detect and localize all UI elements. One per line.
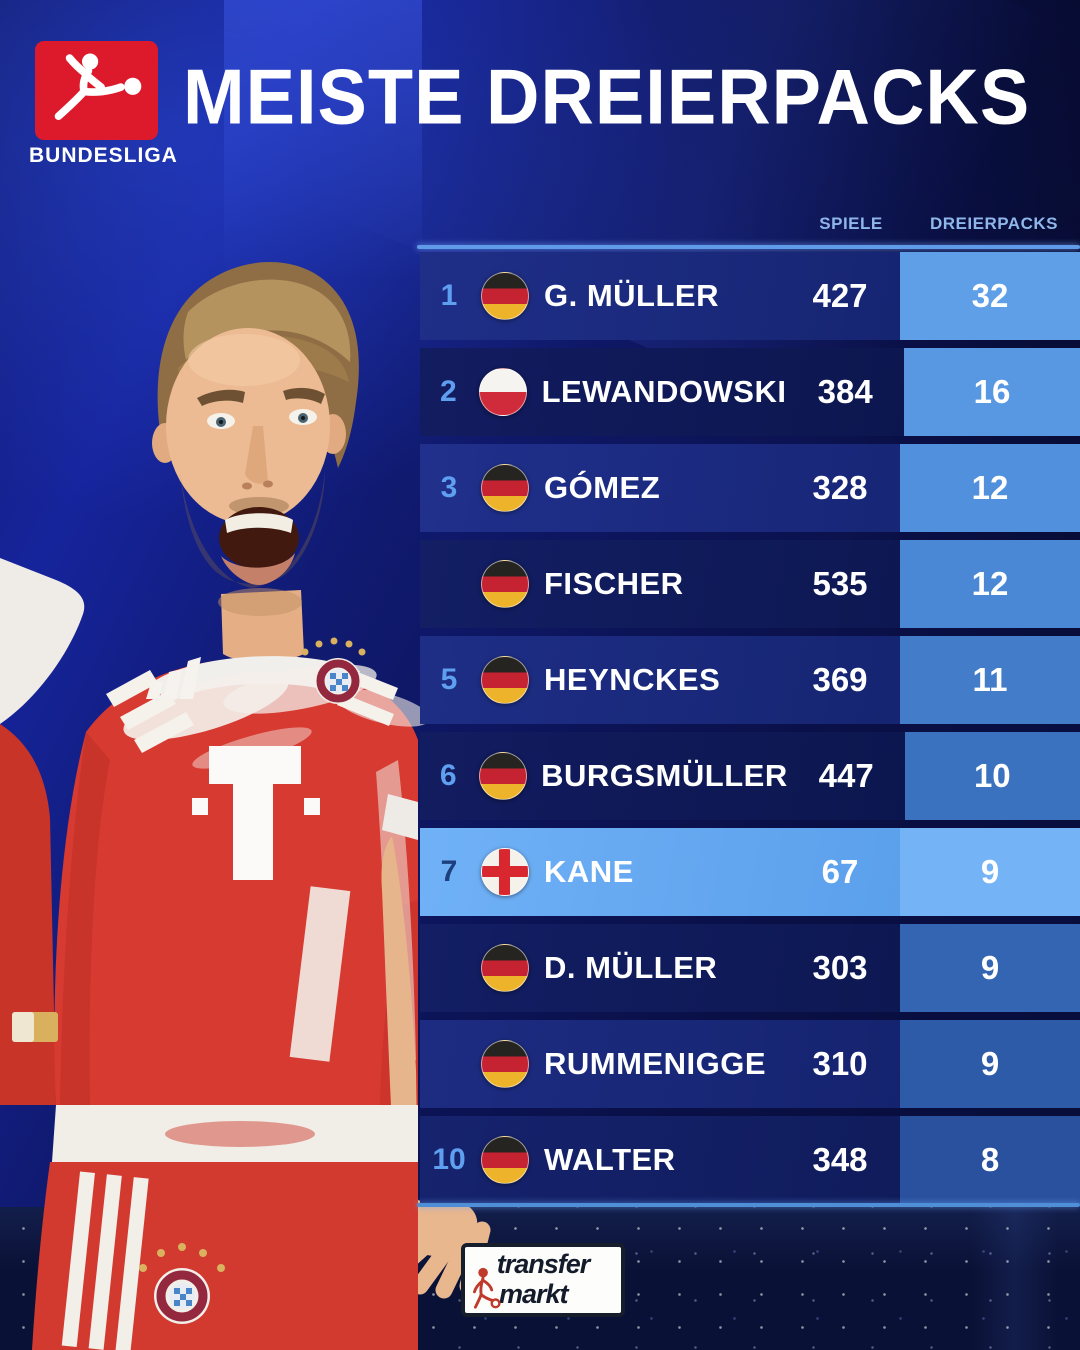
rank-number: 6 [439,759,457,792]
rank-number: 3 [440,471,458,504]
player-name: BURGSMÜLLER [541,758,788,793]
germany-flag-icon [481,272,529,320]
player-name: FISCHER [544,566,684,601]
flag-cell [478,848,532,896]
ranking-table: SPIELE DREIERPACKS 1 G. MÜLLER 427 32 2 LEWAN… [417,206,1080,1216]
flag-cell [478,464,532,512]
dreierpacks-value: 16 [903,348,1080,436]
bayern-crest-icon [301,637,366,704]
player-photo [0,262,491,1350]
player-name: LEWANDOWSKI [541,374,787,409]
player-name: D. MÜLLER [544,950,718,985]
poland-flag-icon [479,368,528,416]
dreierpacks-value: 9 [900,924,1080,1012]
dreierpacks-value: 9 [900,1020,1080,1108]
page-title: MEISTE DREIERPACKS [183,53,1031,141]
table-row: D. MÜLLER 303 9 [420,924,1080,1012]
rank-number: 7 [440,855,458,888]
transfermarkt-player-icon [473,1267,501,1309]
dreierpacks-value: 12 [900,444,1080,532]
germany-flag-icon [478,752,527,800]
flag-cell [478,1136,532,1184]
player-name: WALTER [544,1142,676,1177]
ranking-rows: 1 G. MÜLLER 427 32 2 LEWANDOWSKI 384 16 3 GÓMEZ 32… [420,252,1080,1212]
rank-number: 1 [440,279,458,312]
dreierpacks-value: 11 [900,636,1080,724]
flag-cell [477,368,530,416]
dreierpacks-value: 9 [900,828,1080,916]
bundesliga-player-icon [54,52,142,120]
player-jersey [0,558,430,1105]
flag-cell [478,944,532,992]
flag-cell [477,752,530,800]
germany-flag-icon [481,560,529,608]
player-name: KANE [544,854,634,889]
rank-number: 10 [432,1143,466,1176]
germany-flag-icon [481,1040,529,1088]
spiele-value: 369 [812,661,868,698]
player-name: GÓMEZ [544,470,661,505]
table-row: 2 LEWANDOWSKI 384 16 [420,348,1080,436]
bundesliga-logo [35,41,158,140]
spiele-value: 310 [812,1045,868,1082]
player-shorts [12,1012,418,1350]
germany-flag-icon [481,1136,529,1184]
spiele-value: 328 [812,469,868,506]
germany-flag-icon [481,656,529,704]
table-row: FISCHER 535 12 [420,540,1080,628]
adidas-logo-icon [146,657,201,699]
dreierpacks-value: 8 [900,1116,1080,1204]
spiele-value: 303 [812,949,868,986]
dreierpacks-value: 12 [900,540,1080,628]
table-row: 10 WALTER 348 8 [420,1116,1080,1204]
telekom-t-icon [192,746,320,880]
table-row: 3 GÓMEZ 328 12 [420,444,1080,532]
spiele-value: 535 [812,565,868,602]
rank-number: 5 [440,663,458,696]
spiele-value: 384 [817,373,873,410]
player-name: RUMMENIGGE [544,1046,766,1081]
flag-cell [478,1040,532,1088]
flag-cell [478,272,532,320]
rank-number: 2 [440,375,457,408]
england-flag-icon [481,848,529,896]
spiele-value: 67 [821,853,859,890]
bundesliga-wordmark: BUNDESLIGA [29,144,178,167]
transfermarkt-word-transfer: transfer [496,1249,591,1279]
table-bottom-border [417,1203,1080,1207]
player-name: HEYNCKES [544,662,721,697]
flag-cell [478,656,532,704]
table-row: 6 BURGSMÜLLER 447 10 [420,732,1080,820]
column-header-dreierpacks: DREIERPACKS [930,214,1058,233]
background-light-band [224,0,422,280]
transfermarkt-word-markt: markt [499,1279,569,1309]
spiele-value: 427 [812,277,868,314]
table-row: 7 KANE 67 9 [420,828,1080,916]
bundesliga-brand: BUNDESLIGA [29,41,177,167]
table-top-border [417,245,1080,249]
column-header-spiele: SPIELE [819,214,883,233]
dreierpacks-value: 10 [904,732,1080,820]
dreierpacks-value: 32 [900,252,1080,340]
table-row: 5 HEYNCKES 369 11 [420,636,1080,724]
player-name: G. MÜLLER [544,278,719,313]
germany-flag-icon [481,464,529,512]
flag-cell [478,560,532,608]
transfermarkt-logo: transfer markt [461,1243,625,1317]
player-face [152,328,346,663]
spiele-value: 447 [818,757,874,794]
table-row: 1 G. MÜLLER 427 32 [420,252,1080,340]
spiele-value: 348 [812,1141,868,1178]
germany-flag-icon [481,944,529,992]
table-row: RUMMENIGGE 310 9 [420,1020,1080,1108]
